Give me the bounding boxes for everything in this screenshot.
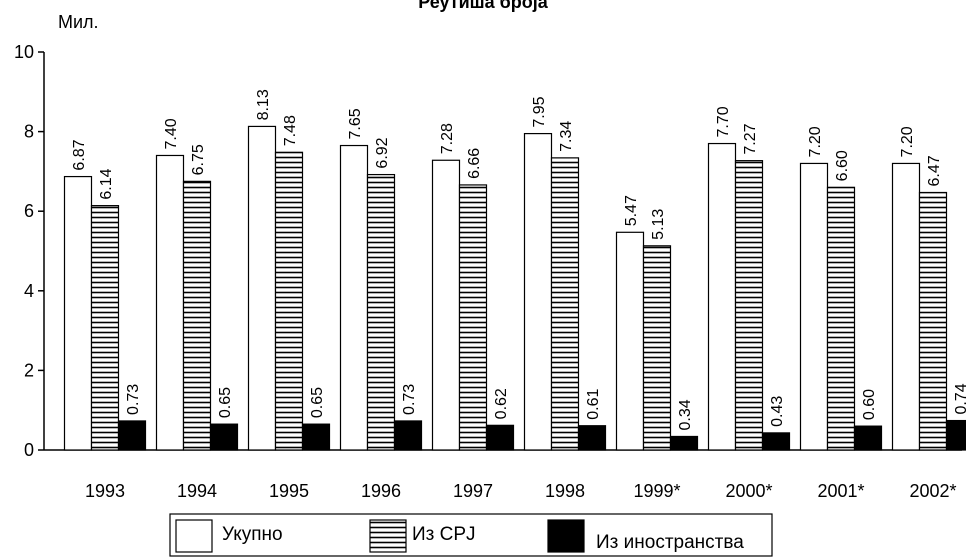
- x-tick-label: 1996: [361, 481, 401, 501]
- data-label: 6.92: [374, 137, 391, 168]
- bar: [485, 424, 515, 451]
- x-tick-label: 1999*: [633, 481, 680, 501]
- bar: [458, 184, 488, 451]
- bar: [642, 245, 672, 451]
- data-label: 0.73: [125, 384, 142, 415]
- data-label: 6.47: [926, 155, 943, 186]
- bar: [339, 144, 369, 451]
- bar: [826, 186, 856, 451]
- data-label: 7.40: [163, 118, 180, 149]
- legend-label: Укупно: [222, 524, 283, 545]
- bar: [393, 420, 423, 451]
- x-tick-label: 1998: [545, 481, 585, 501]
- data-label: 7.34: [558, 121, 575, 152]
- legend-swatch: [547, 519, 585, 553]
- y-axis-unit-label: Мил.: [58, 12, 99, 32]
- bar: [761, 432, 791, 451]
- data-label: 0.73: [401, 384, 418, 415]
- bar: [209, 423, 239, 451]
- bar: [247, 125, 277, 451]
- data-label: 7.20: [807, 126, 824, 157]
- bar: [669, 435, 699, 451]
- bar: [431, 159, 461, 451]
- legend-label: Из иностранства: [596, 532, 744, 553]
- data-label: 7.65: [347, 108, 364, 139]
- bar: [707, 142, 737, 451]
- legend-swatch: [175, 519, 213, 553]
- axes: 0 2 4 6 8 10 1993 1994 1995 1996 1997 1998 1999* 2000…: [14, 42, 962, 501]
- bar: [366, 173, 396, 451]
- bar: [155, 154, 185, 451]
- y-tick-label: 10: [14, 42, 34, 62]
- x-tick-label: 1993: [85, 481, 125, 501]
- bar: [523, 132, 553, 451]
- data-label: 5.47: [623, 195, 640, 226]
- x-tick-label: 1997: [453, 481, 493, 501]
- data-label: 5.13: [650, 209, 667, 240]
- bar: [182, 180, 212, 451]
- legend: Укупно Из СРЈ Из иностранства: [169, 513, 773, 557]
- data-label: 0.34: [677, 399, 694, 430]
- bars-group: 6.87 6.14 0.73 7.40 6.75 0.65 8.13 7.48 0.65 7.65…: [63, 89, 966, 451]
- x-tick-label: 1994: [177, 481, 217, 501]
- bar: [945, 419, 966, 451]
- data-label: 6.66: [466, 148, 483, 179]
- data-label: 6.87: [71, 139, 88, 170]
- x-tick-label: 1995: [269, 481, 309, 501]
- x-tick-label: 2002*: [909, 481, 956, 501]
- data-label: 7.20: [899, 126, 916, 157]
- legend-label: Из СРЈ: [412, 524, 476, 545]
- chart-title: Реутиша броја: [418, 0, 549, 12]
- bar: [63, 175, 93, 451]
- y-tick-label: 4: [24, 281, 34, 301]
- data-label: 8.13: [255, 89, 272, 120]
- data-label: 0.43: [769, 396, 786, 427]
- bar: [301, 423, 331, 451]
- data-label: 7.48: [282, 115, 299, 146]
- bar: [734, 160, 764, 451]
- data-label: 0.65: [309, 387, 326, 418]
- y-tick-label: 8: [24, 122, 34, 142]
- legend-box: [169, 513, 773, 557]
- data-label: 0.62: [493, 388, 510, 419]
- bar: [550, 157, 580, 451]
- y-tick-label: 2: [24, 360, 34, 380]
- x-tick-label: 2000*: [725, 481, 772, 501]
- data-label: 0.61: [585, 388, 602, 419]
- data-label: 7.95: [531, 96, 548, 127]
- x-tick-label: 2001*: [817, 481, 864, 501]
- legend-swatch: [369, 519, 407, 553]
- data-label: 6.14: [98, 168, 115, 199]
- data-label: 0.74: [953, 383, 966, 414]
- bar: [799, 162, 829, 451]
- data-label: 6.60: [834, 150, 851, 181]
- data-label: 7.27: [742, 123, 759, 154]
- bar: [918, 191, 948, 451]
- data-label: 7.70: [715, 106, 732, 137]
- y-tick-label: 0: [24, 440, 34, 460]
- bar: [853, 425, 883, 451]
- bar: [90, 205, 120, 451]
- data-label: 6.75: [190, 144, 207, 175]
- data-label: 0.60: [861, 389, 878, 420]
- y-tick-label: 6: [24, 201, 34, 221]
- bar: [117, 420, 147, 451]
- bar: [274, 151, 304, 451]
- bar: [577, 425, 607, 451]
- data-label: 7.28: [439, 123, 456, 154]
- data-label: 0.65: [217, 387, 234, 418]
- bar: [615, 231, 645, 451]
- bar: [891, 162, 921, 451]
